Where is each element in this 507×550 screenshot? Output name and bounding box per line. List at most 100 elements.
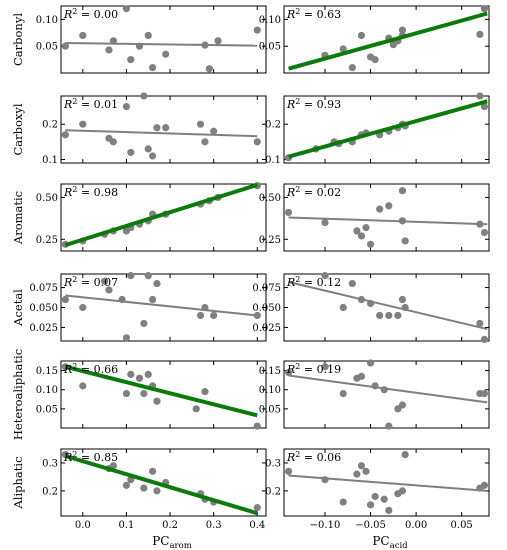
y-tick-label: 0.1	[42, 155, 58, 166]
data-point	[122, 481, 131, 489]
y-tick-label: 0.3	[265, 458, 281, 469]
data-point	[153, 279, 161, 288]
panel-carbonyl-arom: 0.05 0.10 Carbonyl R2 = 0.00	[11, 5, 267, 74]
data-point	[376, 205, 384, 213]
y-tick-label: 0.1	[265, 155, 281, 166]
data-point	[385, 311, 393, 320]
panel-frame	[283, 5, 490, 74]
panel-frame	[283, 183, 490, 252]
panel-aromatic-arom: 0.25 0.50 Aromatic R2 = 0.98	[11, 182, 267, 252]
panel-frame	[60, 5, 267, 74]
data-point	[122, 389, 131, 398]
y-axis-label: Aliphatic	[11, 456, 25, 509]
data-point	[398, 401, 407, 409]
data-point	[371, 56, 379, 64]
panel-frame	[60, 183, 267, 252]
y-tick-label: 0.10	[259, 15, 281, 26]
data-point	[253, 26, 261, 34]
data-point	[385, 202, 393, 210]
x-tick-label: 0.4	[249, 520, 265, 531]
y-tick-label: 0.05	[36, 42, 58, 53]
r-squared-label: R2 = 0.85	[63, 450, 118, 464]
panel-acetal-arom: 0.025 0.050 0.075 Acetal R2 = 0.07	[11, 271, 267, 342]
fit-line	[65, 294, 258, 317]
data-point	[148, 295, 157, 304]
data-point	[357, 462, 366, 470]
y-axis-label: Aromatic	[11, 191, 25, 245]
panel-aliphatic-arom: 0.2 0.3 0.0 0.1 0.2 0.3 0.4 Aliphatic R2 = 0.85	[11, 448, 267, 531]
data-point	[144, 31, 152, 40]
panel-acetal-acid: 0.025 0.050 0.075 R2 = 0.12	[252, 271, 490, 344]
data-point	[127, 56, 135, 64]
data-point	[105, 46, 113, 54]
y-tick-label: 0.05	[259, 404, 281, 415]
data-point	[201, 138, 209, 146]
r-squared-label: R2 = 0.63	[286, 7, 341, 21]
fit-line	[288, 374, 488, 404]
y-tick-label: 0.25	[259, 235, 281, 246]
x-tick-label: 0.3	[206, 520, 222, 531]
fit-line	[65, 129, 258, 138]
data-point	[371, 492, 379, 501]
y-tick-label: 0.05	[36, 404, 58, 415]
data-point	[61, 131, 69, 139]
x-tick-label: 0.1	[118, 520, 134, 531]
data-point	[476, 30, 484, 39]
y-tick-label: 0.05	[259, 42, 281, 53]
data-point	[480, 389, 489, 398]
x-tick-label: 0.0	[75, 520, 91, 531]
y-tick-label: 0.2	[265, 120, 281, 131]
data-point	[339, 389, 347, 398]
data-point	[385, 422, 393, 430]
r-squared-label: R2 = 0.00	[63, 7, 118, 21]
r-squared-label: R2 = 0.01	[63, 97, 118, 111]
r-squared-label: R2 = 0.19	[286, 362, 341, 376]
r-squared-label: R2 = 0.98	[63, 185, 118, 199]
panel-frame	[60, 360, 267, 429]
y-tick-label: 0.2	[42, 486, 58, 497]
data-point	[109, 462, 117, 470]
data-point	[79, 120, 87, 128]
data-point	[380, 495, 388, 503]
data-point	[192, 405, 200, 413]
data-point	[480, 335, 489, 344]
x-tick-label: 0.00	[405, 520, 427, 531]
y-tick-label: 0.25	[36, 235, 58, 246]
data-point	[339, 303, 347, 312]
y-tick-label: 0.3	[42, 458, 58, 469]
data-point	[480, 481, 489, 489]
data-point	[205, 65, 213, 73]
data-point	[357, 232, 366, 240]
x-tick-label: −0.05	[355, 520, 386, 531]
data-point	[480, 5, 489, 13]
data-point	[385, 506, 393, 515]
panel-aliphatic-acid: 0.2 0.3 −0.10 −0.05 0.00 0.05 R2 = 0.06	[265, 448, 490, 531]
y-tick-label: 0.2	[42, 120, 58, 131]
data-point	[476, 92, 484, 100]
data-point	[366, 359, 375, 367]
data-point	[109, 138, 117, 146]
data-point	[201, 388, 209, 396]
data-point	[153, 124, 161, 132]
data-point	[398, 295, 407, 304]
data-point	[357, 31, 366, 40]
data-point	[140, 92, 148, 100]
x-tick-label: 0.2	[162, 520, 178, 531]
r-squared-label: R2 = 0.07	[63, 275, 118, 289]
y-axis-label: Carbonyl	[11, 13, 25, 66]
data-point	[348, 64, 356, 72]
data-point	[153, 397, 161, 405]
data-point	[398, 187, 407, 195]
fit-line	[288, 281, 488, 331]
fit-line	[64, 454, 258, 516]
y-tick-label: 0.15	[259, 366, 281, 377]
y-tick-label: 0.075	[252, 283, 281, 294]
data-point	[253, 504, 261, 512]
data-point	[210, 311, 218, 320]
data-point	[162, 124, 170, 132]
panel-aromatic-acid: 0.25 0.50 R2 = 0.02	[259, 183, 490, 252]
data-point	[284, 467, 293, 475]
data-point	[144, 145, 152, 153]
x-tick-label: 0.05	[451, 520, 473, 531]
y-tick-label: 0.050	[252, 303, 281, 314]
